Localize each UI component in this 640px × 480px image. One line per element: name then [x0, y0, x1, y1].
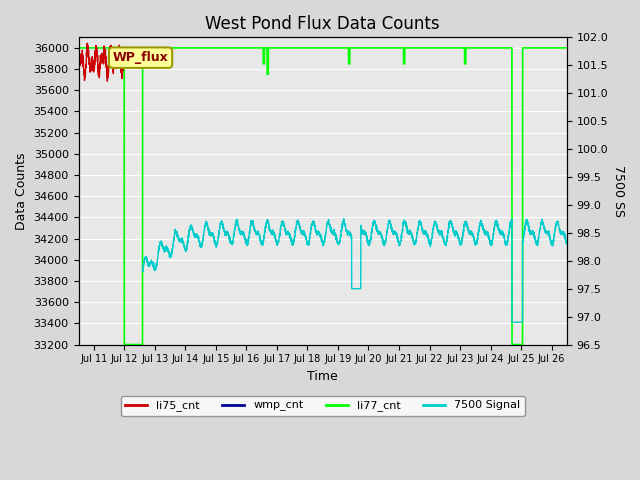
Y-axis label: 7500 SS: 7500 SS — [612, 165, 625, 217]
Title: West Pond Flux Data Counts: West Pond Flux Data Counts — [205, 15, 440, 33]
Text: WP_flux: WP_flux — [113, 51, 168, 64]
Legend: li75_cnt, wmp_cnt, li77_cnt, 7500 Signal: li75_cnt, wmp_cnt, li77_cnt, 7500 Signal — [121, 396, 525, 416]
X-axis label: Time: Time — [307, 370, 338, 383]
Y-axis label: Data Counts: Data Counts — [15, 152, 28, 230]
